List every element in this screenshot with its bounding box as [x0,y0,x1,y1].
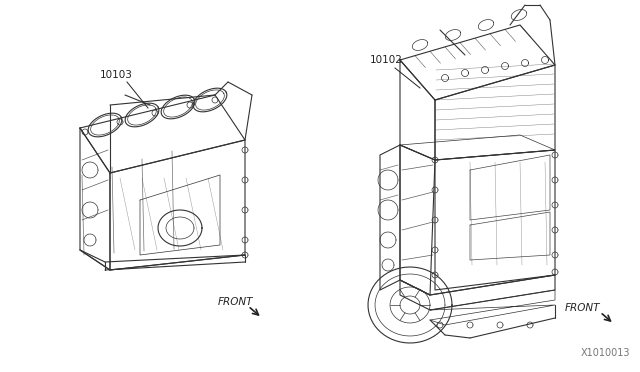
Text: FRONT: FRONT [218,297,253,307]
Text: 10103: 10103 [100,70,133,80]
Text: X1010013: X1010013 [580,348,630,358]
Text: 10102: 10102 [370,55,403,65]
Text: FRONT: FRONT [565,303,600,313]
